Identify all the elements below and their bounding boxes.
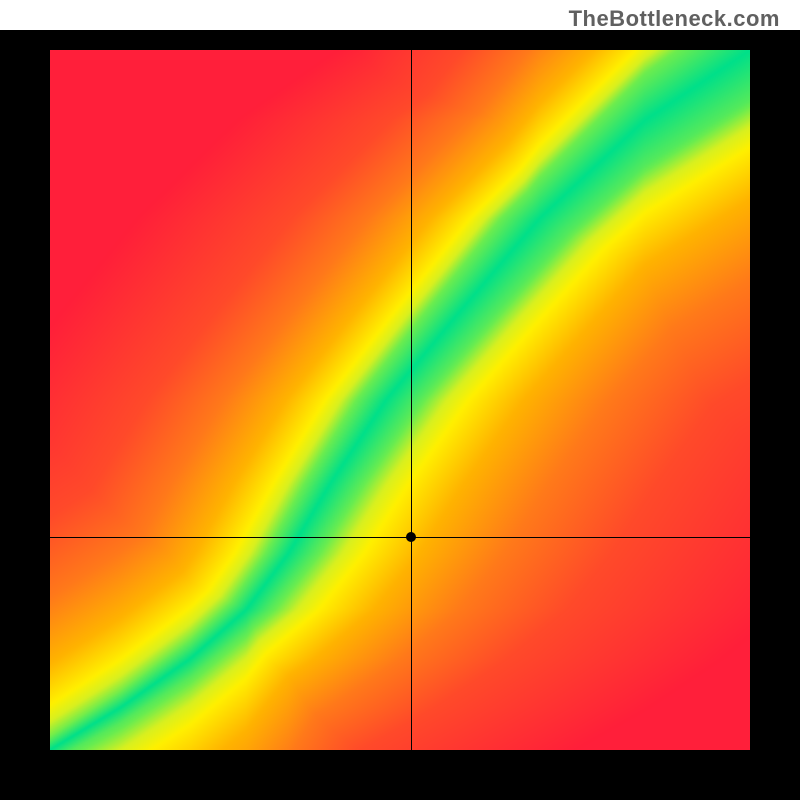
crosshair-vertical [411, 50, 412, 750]
heatmap-canvas [50, 50, 750, 750]
plot-area [50, 50, 750, 750]
chart-frame [0, 30, 800, 800]
chart-container: TheBottleneck.com [0, 0, 800, 800]
marker-point [406, 532, 416, 542]
watermark-text: TheBottleneck.com [569, 6, 780, 32]
crosshair-horizontal [50, 537, 750, 538]
